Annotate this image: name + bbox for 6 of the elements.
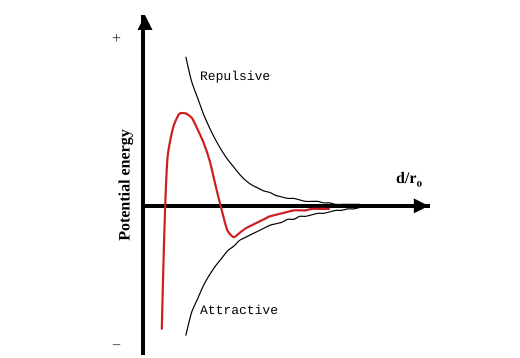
- text: +: [112, 30, 122, 47]
- text: −: [112, 337, 122, 354]
- x-axis-title: d/r$_{o}$: [396, 170, 422, 190]
- y-axis-title: Potential energy: [116, 129, 134, 241]
- series-label: Attractive: [200, 303, 278, 318]
- series-label: Repulsive: [200, 69, 270, 84]
